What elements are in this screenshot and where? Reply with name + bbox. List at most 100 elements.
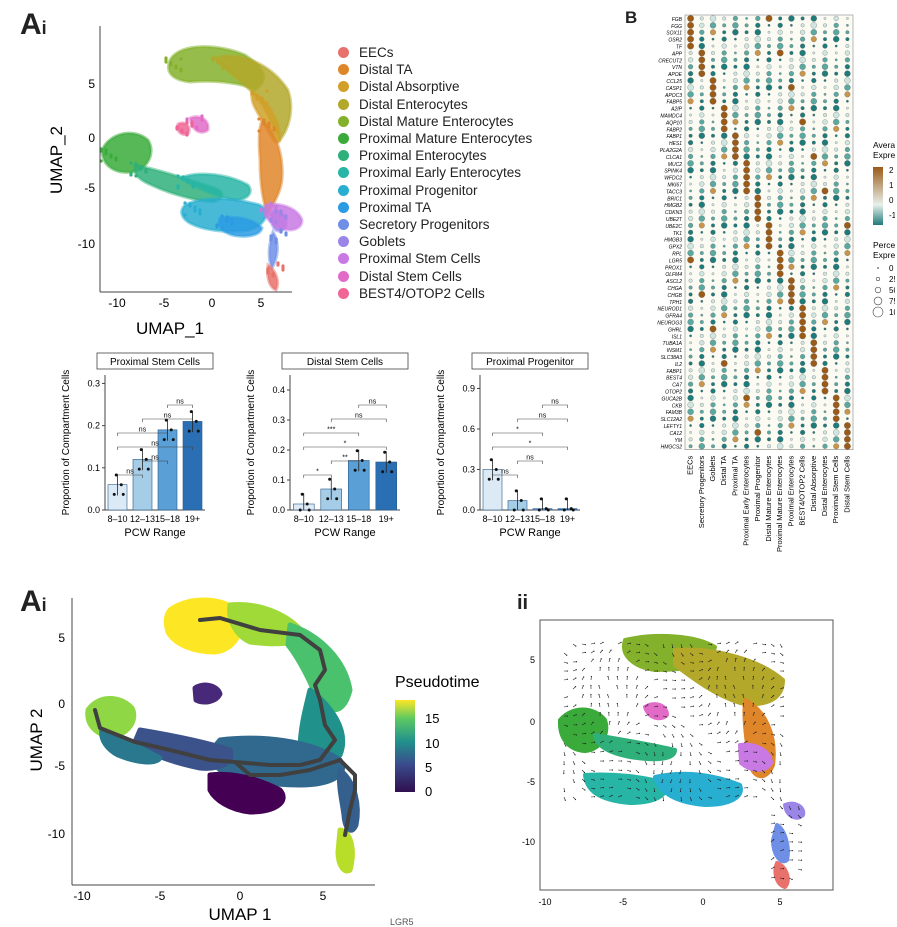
gene-label: AQP10 — [665, 120, 682, 126]
expression-dot — [711, 368, 715, 373]
size-tick: 25 — [889, 275, 895, 284]
expression-dot — [721, 50, 727, 56]
gene-label: A2IP — [670, 107, 683, 113]
expression-dot — [834, 78, 839, 83]
expression-dot — [834, 154, 839, 159]
velocity-arrowhead — [719, 761, 721, 763]
expression-dot — [688, 437, 693, 442]
bar-ytick: 0.3 — [87, 378, 100, 388]
velocity-region — [643, 702, 669, 721]
expression-dot — [810, 173, 817, 181]
expression-dot — [710, 319, 716, 325]
expression-dot — [845, 202, 850, 207]
expression-dot — [745, 327, 748, 331]
expression-dot — [790, 431, 793, 434]
expression-dot — [845, 44, 850, 48]
expression-dot — [721, 367, 727, 373]
expression-dot — [766, 381, 772, 387]
legend-label: Distal Absorptive — [359, 79, 460, 95]
expression-dot — [744, 23, 749, 28]
expression-dot — [699, 188, 705, 194]
velocity-arrowhead — [593, 796, 596, 798]
expression-dot — [711, 44, 715, 48]
expression-dot — [711, 126, 715, 131]
footer-fragment: LGR5 — [390, 917, 414, 927]
expression-dot — [721, 284, 727, 291]
expression-dot — [811, 409, 817, 415]
expression-dot — [811, 236, 817, 242]
expression-dot — [767, 278, 771, 283]
expression-dot — [788, 415, 795, 422]
expression-dot — [709, 180, 717, 188]
data-point — [494, 468, 498, 471]
velocity-arrowhead — [746, 795, 748, 797]
expression-dot — [811, 57, 816, 62]
expression-dot — [743, 229, 750, 236]
expression-dot — [844, 242, 851, 250]
expression-dot — [823, 113, 827, 117]
data-point — [169, 428, 173, 432]
expression-dot — [743, 380, 750, 388]
expression-dot — [756, 127, 760, 131]
expression-dot — [699, 99, 704, 104]
expression-dot — [846, 334, 849, 338]
expression-dot — [844, 408, 851, 415]
gene-label: FABP1 — [667, 134, 683, 140]
expression-dot — [688, 444, 693, 449]
velocity-arrowhead — [646, 694, 649, 697]
expression-dot — [788, 242, 795, 250]
expression-dot — [734, 293, 737, 296]
expression-dot — [821, 305, 829, 312]
expression-dot — [800, 429, 806, 436]
gene-label: FABP2 — [667, 127, 683, 133]
velocity-arrowhead — [771, 772, 773, 774]
velocity-arrowhead — [737, 760, 740, 762]
sig-bracket — [492, 446, 568, 450]
velocity-arrowhead — [602, 795, 604, 797]
expression-dot — [789, 57, 794, 62]
bar-category: 19+ — [379, 514, 394, 524]
expression-dot — [744, 367, 750, 373]
expression-dot — [688, 278, 693, 283]
velocity-region — [783, 801, 806, 820]
velocity-arrowhead — [601, 730, 603, 732]
expression-dot — [711, 444, 715, 449]
expression-dot — [812, 51, 816, 55]
expression-dot — [754, 29, 761, 36]
velocity-arrowhead — [638, 651, 641, 653]
expression-dot — [755, 409, 761, 415]
velocity-arrowhead — [647, 653, 649, 655]
velocity-arrowhead — [773, 653, 775, 655]
expression-dot — [767, 341, 771, 345]
expression-dot — [687, 77, 694, 84]
gene-label: HMGCS2 — [661, 445, 683, 451]
expression-dot — [688, 51, 693, 55]
expression-dot — [743, 153, 750, 160]
velocity-arrowhead — [791, 832, 794, 835]
expression-dot — [810, 353, 818, 360]
velocity-arrowhead — [701, 661, 704, 663]
velocity-arrowhead — [791, 878, 793, 881]
bar-ytick: 0.3 — [272, 415, 285, 425]
expression-dot — [845, 347, 850, 352]
velocity-arrowhead — [692, 715, 695, 717]
legend-swatch — [338, 270, 349, 282]
expression-dot — [822, 436, 828, 442]
legend-swatch — [338, 150, 349, 162]
gene-label: TK1 — [673, 231, 682, 237]
expression-dot — [833, 118, 840, 126]
size-key-dot — [873, 296, 883, 306]
expression-dot — [755, 264, 761, 270]
expression-dot — [688, 71, 694, 77]
velocity-arrowhead — [611, 769, 614, 771]
expression-dot — [756, 293, 760, 296]
velocity-arrowhead — [763, 771, 766, 774]
cell-point — [274, 206, 278, 210]
expression-dot — [811, 140, 816, 145]
sig-label: *** — [327, 427, 335, 434]
expression-dot — [688, 292, 693, 297]
expression-dot — [711, 265, 715, 269]
expression-dot — [711, 272, 715, 276]
expression-dot — [755, 71, 760, 76]
velocity-arrowhead — [618, 658, 620, 660]
